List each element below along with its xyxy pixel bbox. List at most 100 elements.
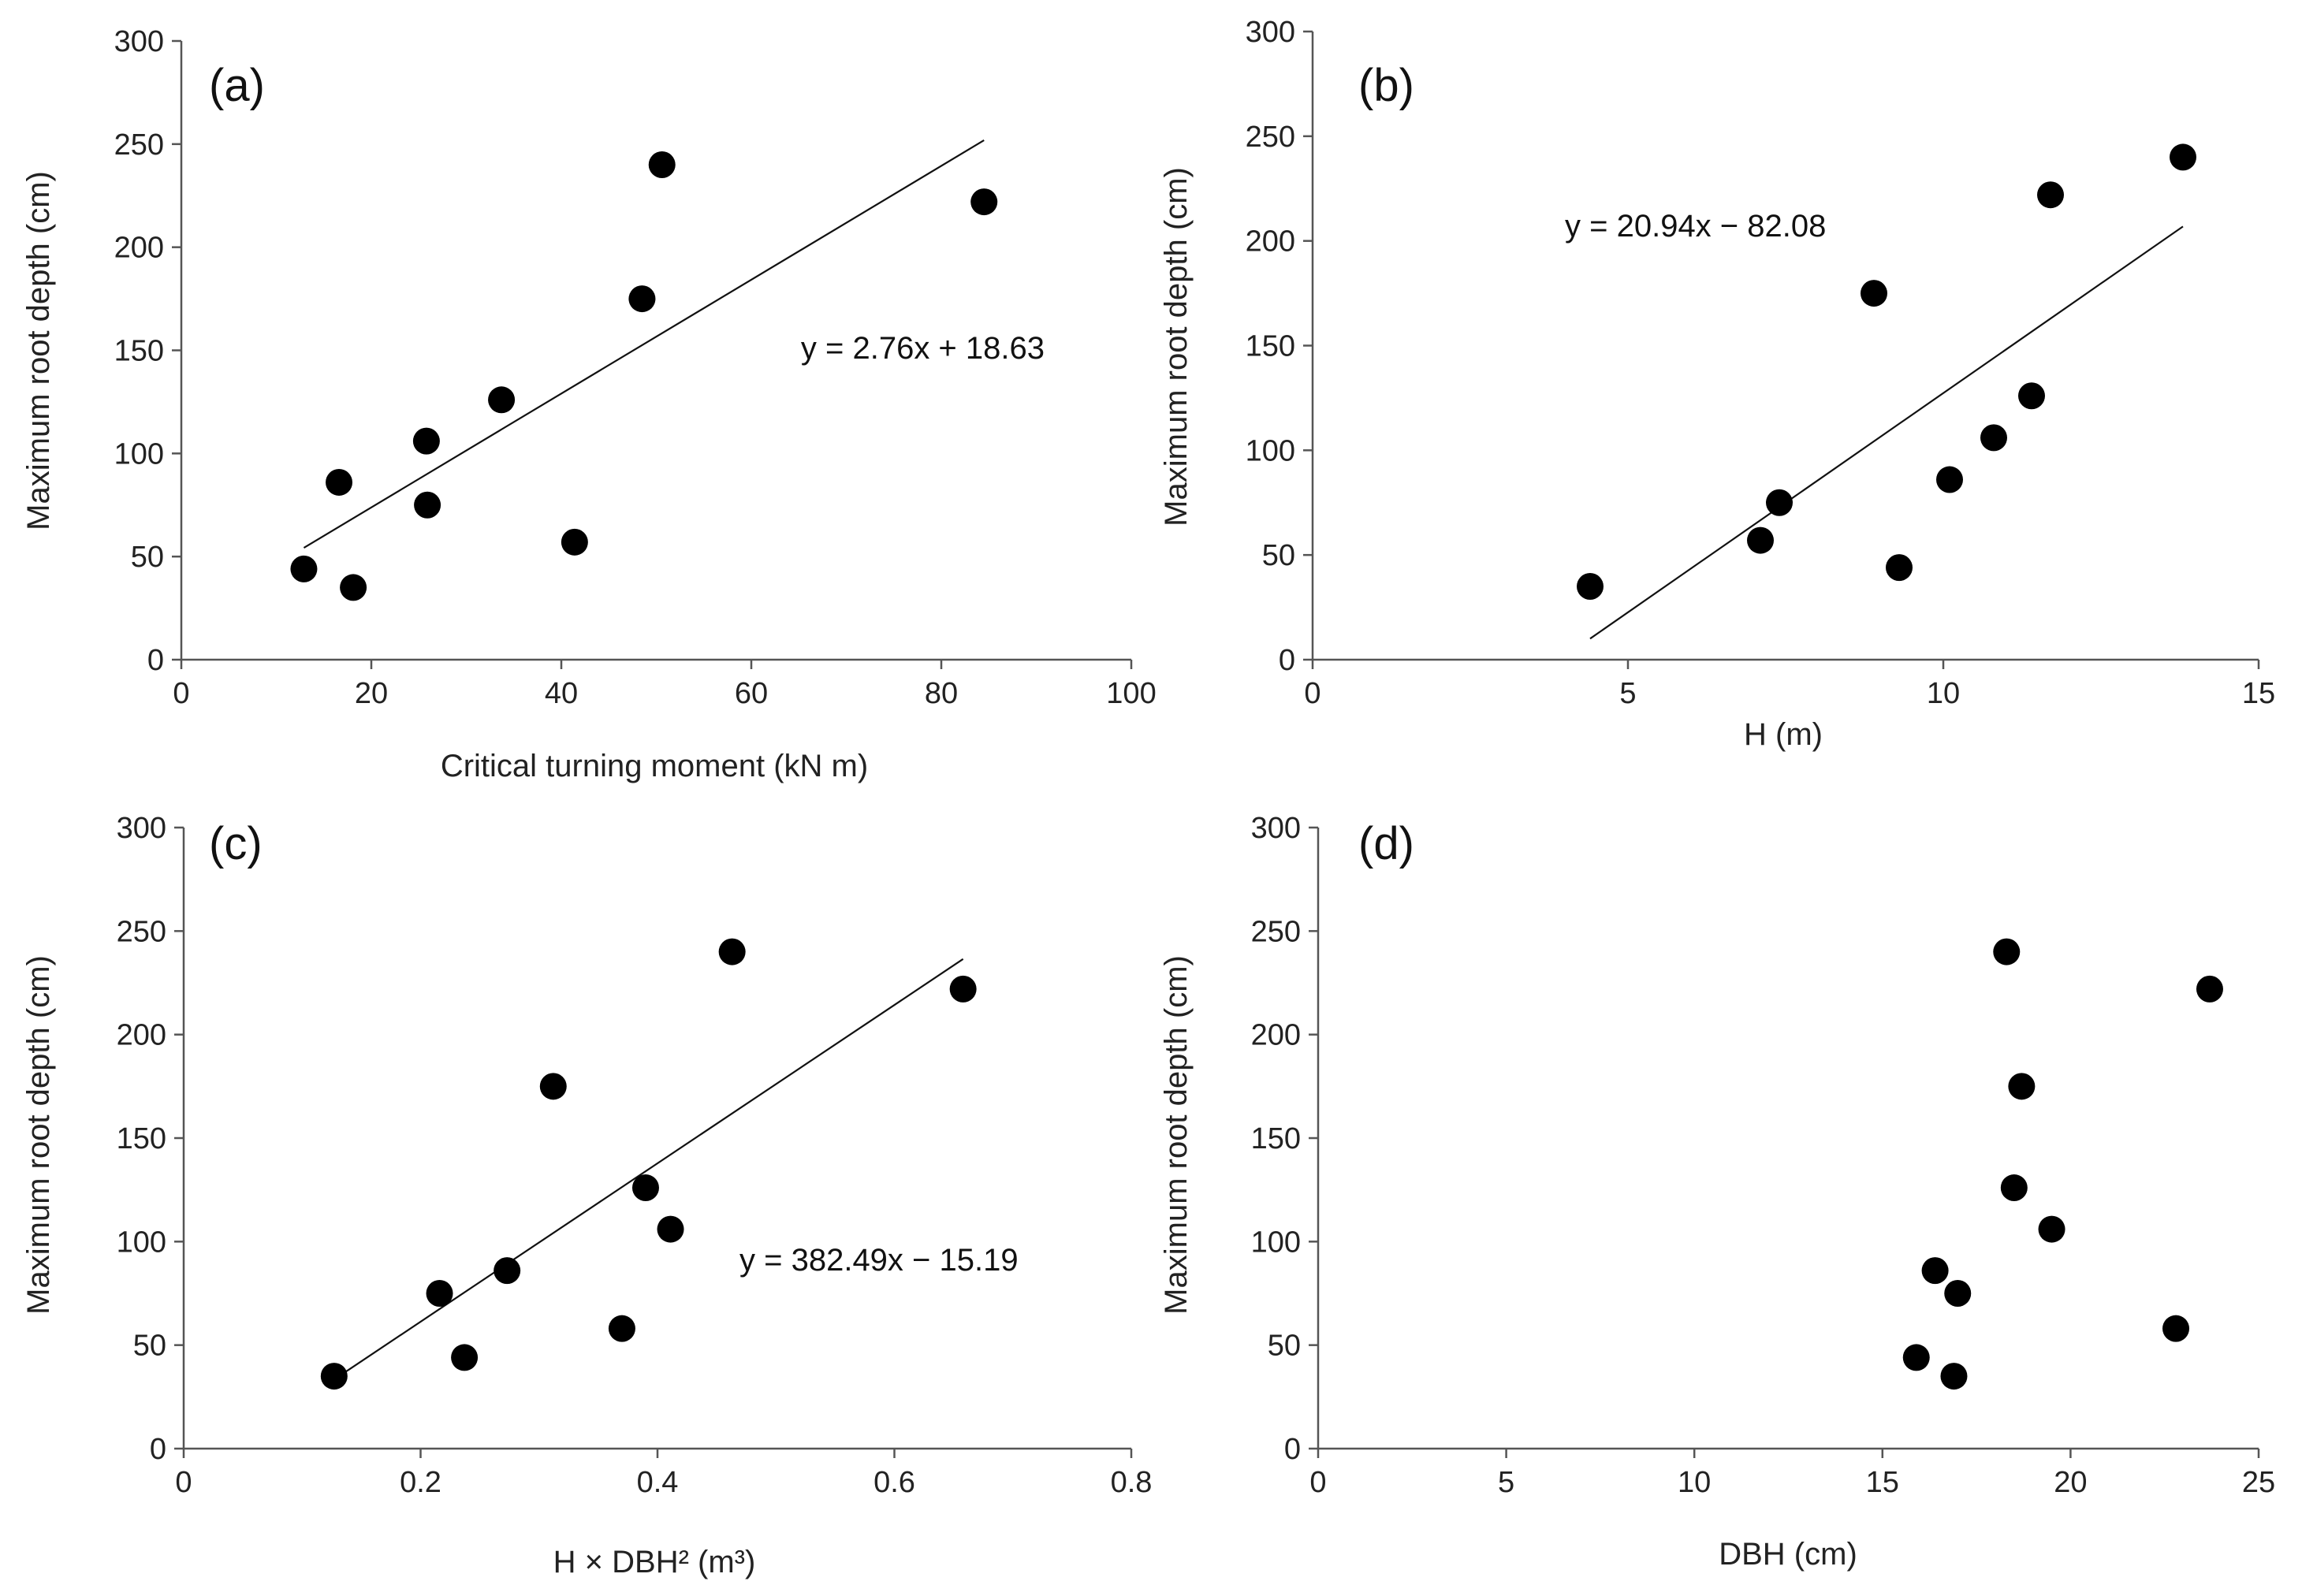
panel-b-data-point: [1861, 280, 1887, 307]
panel-b-trendline-equation: y = 20.94x − 82.08: [1565, 209, 1826, 244]
panel-d-y-tick-label: 100: [1251, 1226, 1301, 1259]
panel-a-trendline: [303, 140, 985, 549]
panel-c-x-tick-label: 0.4: [637, 1466, 679, 1499]
panel-a-y-tick-label: 100: [114, 437, 164, 471]
panel-d-y-tick-label: 150: [1251, 1122, 1301, 1155]
panel-c-data-point: [949, 975, 977, 1003]
panel-c-y-tick-label: 150: [117, 1122, 166, 1155]
panel-a-data-point: [488, 386, 516, 414]
panel-d-y-tick-label: 300: [1251, 812, 1301, 845]
panel-a-data-point: [561, 528, 588, 556]
panel-b-data-point: [1577, 573, 1604, 601]
panel-c-data-point: [494, 1257, 521, 1285]
panel-a-y-axis-title: Maximum root depth (cm): [21, 171, 56, 530]
panel-a-x-axis-title: Critical turning moment (kN m): [441, 749, 868, 783]
panel-b-data-point: [2170, 143, 2196, 171]
panel-c-data-point: [539, 1073, 567, 1100]
panel-c-data-point: [426, 1280, 453, 1307]
panel-d-x-tick-label: 25: [2242, 1466, 2275, 1499]
panel-a-data-point: [326, 468, 353, 496]
panel-c-y-tick-label: 100: [117, 1226, 166, 1259]
panel-a-y-tick-label: 150: [114, 335, 164, 368]
panel-d-x-tick-label: 10: [1678, 1466, 1711, 1499]
panel-c-y-tick-label: 0: [150, 1433, 166, 1466]
panel-c-y-axis-title: Maximum root depth (cm): [21, 955, 56, 1315]
panel-c-x-tick-label: 0: [175, 1466, 192, 1499]
panel-a-x-tick-label: 40: [545, 677, 578, 710]
panel-c-y-tick-label: 300: [117, 812, 166, 845]
panel-c-y-tick-label: 250: [117, 915, 166, 948]
panel-d-data-point: [2000, 1174, 2028, 1202]
panel-c-data-point: [320, 1363, 348, 1390]
panel-c-data-point: [608, 1315, 635, 1342]
panel-b-x-axis-title: H (m): [1744, 717, 1823, 752]
panel-d-y-tick-label: 50: [1268, 1330, 1301, 1363]
panel-b-trendline: [1589, 225, 2184, 640]
panel-b-x-tick-label: 10: [1927, 677, 1960, 710]
panel-a-trendline-equation: y = 2.76x + 18.63: [801, 331, 1045, 366]
panel-a-data-point: [628, 285, 656, 313]
panel-d-x-tick-label: 0: [1309, 1466, 1326, 1499]
panel-c-y-tick-label: 200: [117, 1019, 166, 1052]
panel-b-data-point: [2037, 181, 2064, 209]
panel-d-data-point: [2162, 1315, 2190, 1342]
panel-a-data-point: [412, 427, 440, 455]
panel-a-y-tick-label: 200: [114, 232, 164, 265]
panel-d-data-point: [2196, 975, 2223, 1003]
panel-b-y-axis-title: Maximum root depth (cm): [1159, 167, 1194, 526]
panel-b-data-point: [1747, 526, 1774, 554]
panel-d-label: (d): [1358, 818, 1414, 869]
panel-b-x-tick-label: 15: [2242, 677, 2275, 710]
panel-b-x-tick-label: 0: [1304, 677, 1320, 710]
panel-c-x-tick-label: 0.2: [400, 1466, 441, 1499]
panel-a-y-tick-label: 250: [114, 128, 164, 162]
panel-d-data-point: [2038, 1215, 2065, 1243]
panel-b-y-tick-label: 150: [1246, 330, 1295, 363]
panel-b-data-point: [1936, 466, 1963, 493]
panel-a-data-point: [340, 574, 367, 601]
panel-b-y-tick-label: 50: [1262, 539, 1295, 572]
panel-b-x-tick-label: 5: [1619, 677, 1636, 710]
panel-a-x-tick-label: 100: [1106, 677, 1156, 710]
panel-c-trendline-equation: y = 382.49x − 15.19: [739, 1243, 1019, 1278]
panel-c-data-point: [657, 1215, 684, 1243]
panel-d-data-point: [1944, 1280, 1972, 1307]
panel-c-data-point: [718, 938, 746, 965]
panel-b-y-tick-label: 100: [1246, 434, 1295, 467]
panel-a-y-tick-label: 50: [131, 541, 164, 574]
panel-b-y-tick-label: 200: [1246, 225, 1295, 259]
panel-b-y-tick-label: 0: [1279, 644, 1295, 677]
panel-d-y-tick-label: 0: [1284, 1433, 1301, 1466]
panel-d-x-tick-label: 15: [1866, 1466, 1899, 1499]
panel-a-y-tick-label: 300: [114, 25, 164, 58]
panel-c-y-tick-label: 50: [133, 1330, 166, 1363]
panel-d-y-tick-label: 200: [1251, 1019, 1301, 1052]
panel-c-trendline: [333, 958, 964, 1381]
panel-b-y-tick-label: 250: [1246, 121, 1295, 154]
panel-a-x-tick-label: 0: [173, 677, 189, 710]
panel-d-data-point: [1921, 1257, 1949, 1285]
panel-d-x-axis-title: DBH (cm): [1719, 1537, 1857, 1572]
panel-a-x-tick-label: 60: [735, 677, 768, 710]
panel-c-x-tick-label: 0.8: [1111, 1466, 1153, 1499]
panel-a-data-point: [290, 555, 318, 582]
panel-c-x-axis-title: H × DBH² (m³): [553, 1545, 756, 1579]
panel-c-label: (c): [209, 818, 263, 869]
panel-d-data-point: [1902, 1344, 1930, 1371]
panel-d: (d) DBH (cm) Maximum root depth (cm) 0 5 1…: [1159, 812, 2275, 1572]
panel-a-label: (a): [209, 60, 265, 111]
panel-b-data-point: [1980, 424, 2007, 452]
panel-b: (b) H (m) Maximum root depth (cm) y = 20…: [1159, 16, 2275, 752]
panel-b-y-tick-label: 300: [1246, 16, 1295, 49]
panel-b-data-point: [1766, 489, 1793, 516]
panel-c: (c) H × DBH² (m³) Maximum root depth (cm…: [21, 812, 1152, 1579]
panel-b-label: (b): [1358, 60, 1414, 111]
panel-d-data-point: [1993, 938, 2021, 965]
panel-c-data-point: [451, 1344, 479, 1371]
panel-a-data-point: [648, 151, 676, 178]
panel-d-data-point: [2008, 1073, 2036, 1100]
panel-a-data-point: [414, 491, 441, 519]
panel-b-data-point: [2018, 382, 2045, 410]
panel-d-y-tick-label: 250: [1251, 915, 1301, 948]
